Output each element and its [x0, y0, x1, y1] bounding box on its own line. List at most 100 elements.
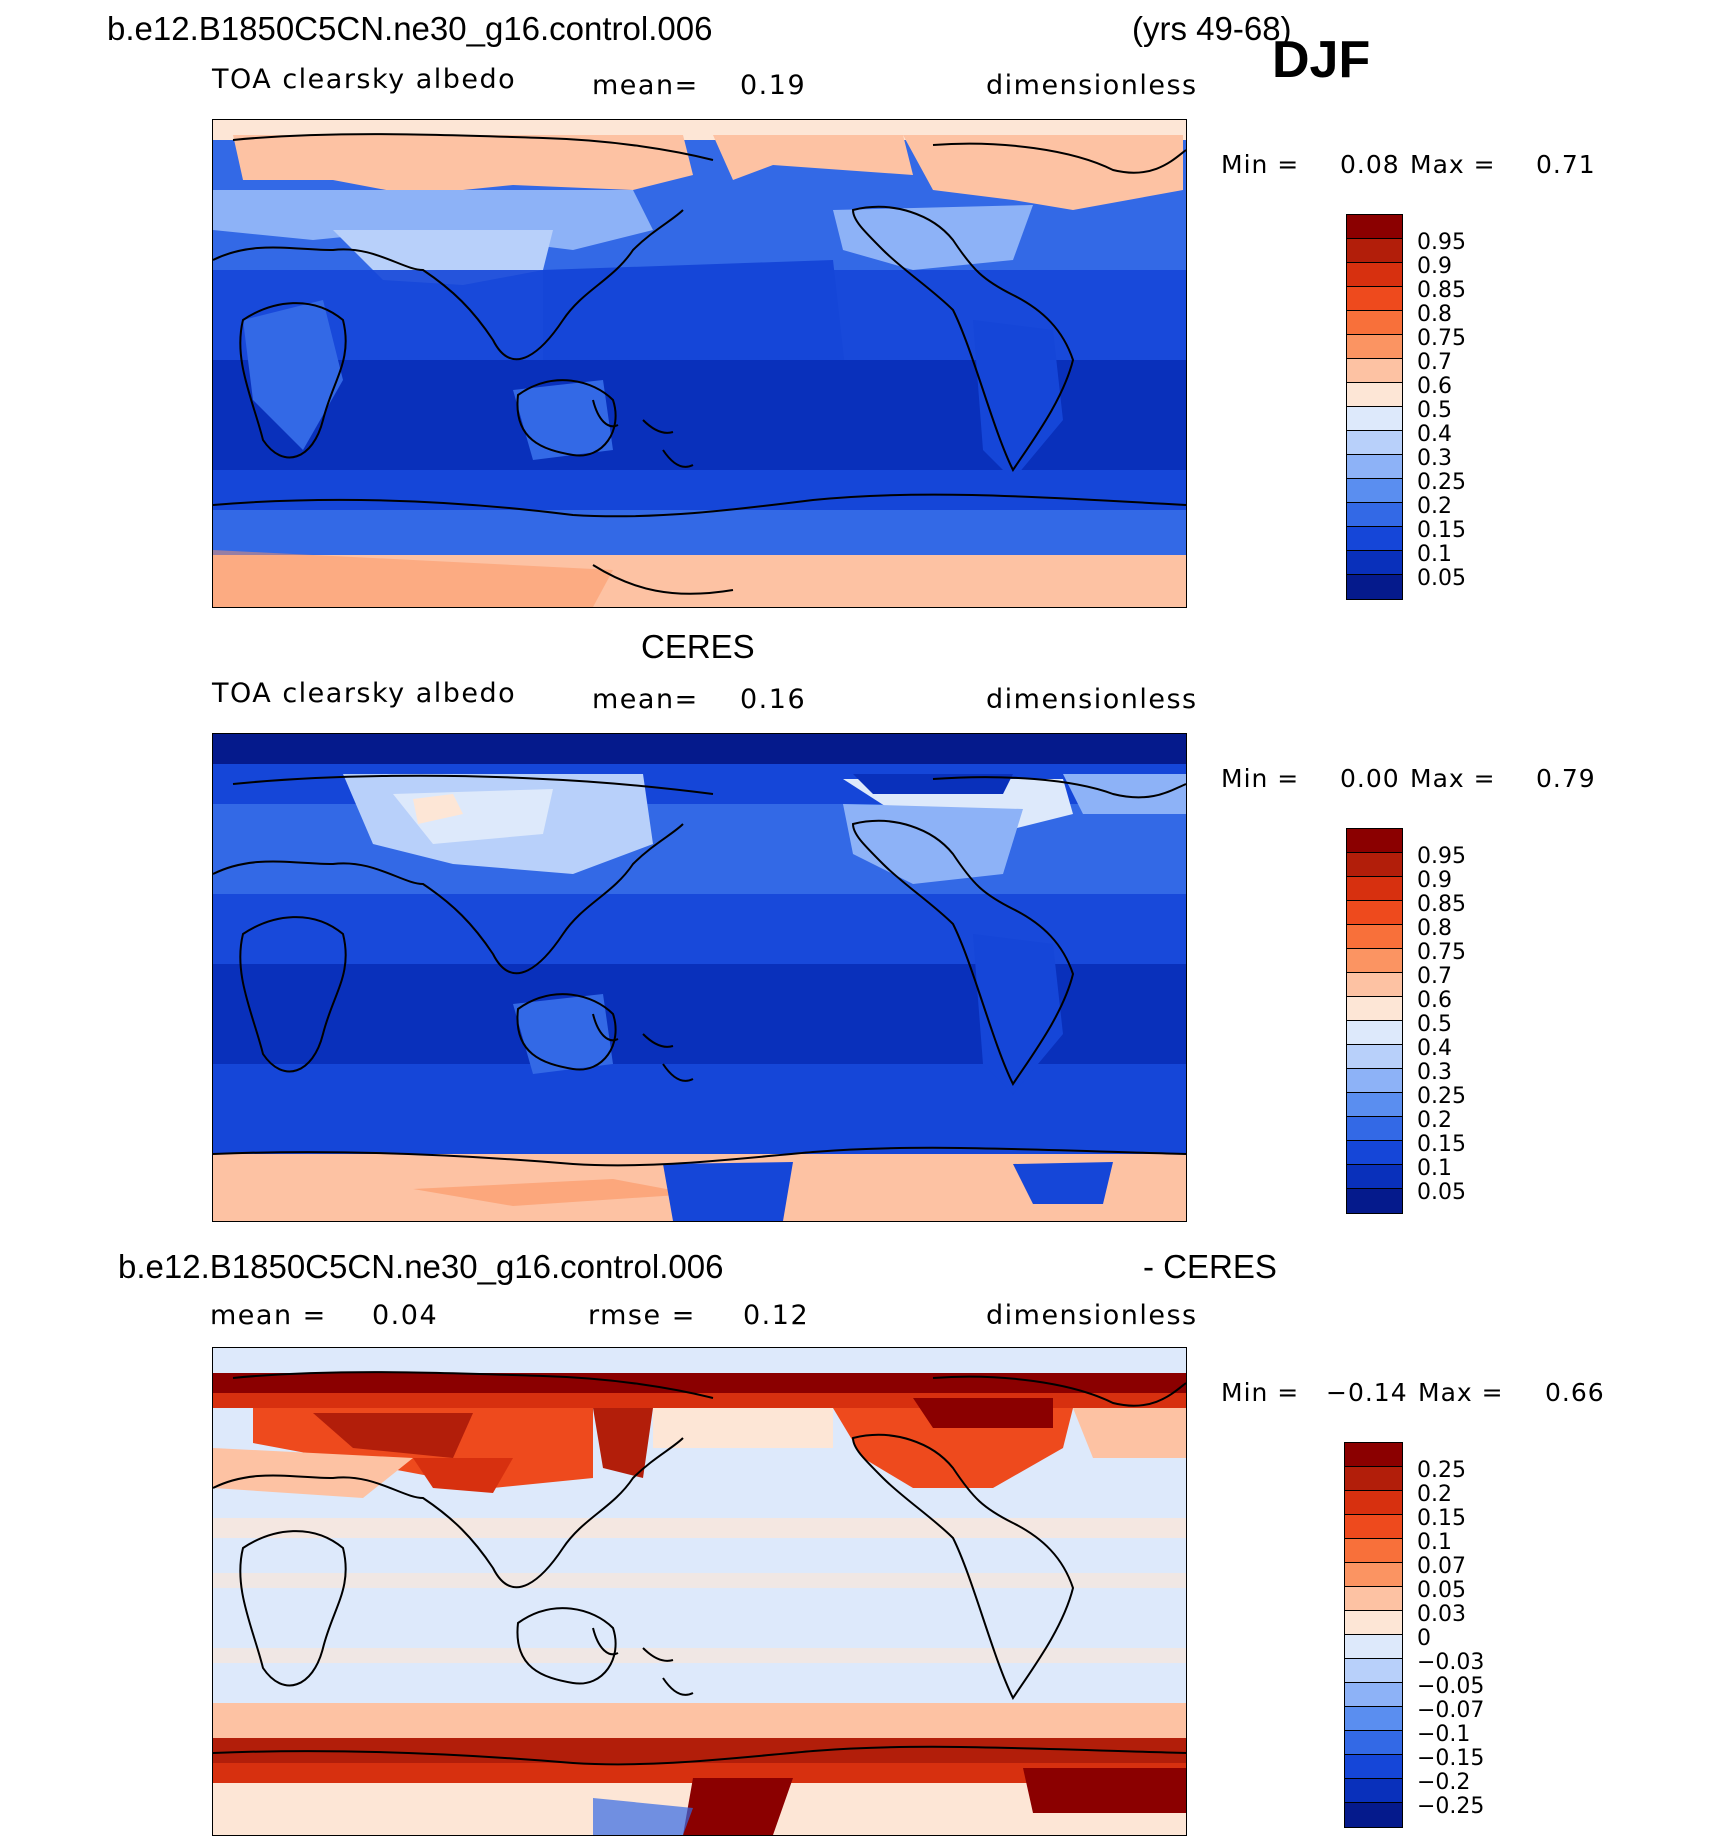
colorbar-tick-label: 0.75	[1417, 940, 1466, 965]
panel1-max-value: 0.71	[1536, 150, 1596, 179]
colorbar-cell	[1347, 1165, 1402, 1189]
colorbar-tick-label: 0.05	[1417, 1578, 1466, 1603]
panel3-units: dimensionless	[986, 1300, 1198, 1331]
colorbar-tick-label: 0.05	[1417, 566, 1466, 591]
colorbar-tick-label: 0.4	[1417, 422, 1452, 447]
colorbar-tick-label: 0.6	[1417, 374, 1452, 399]
colorbar-tick-label: 0	[1417, 1626, 1431, 1651]
panel2-min-label: Min =	[1221, 764, 1300, 793]
colorbar-cell	[1345, 1779, 1402, 1803]
colorbar-cell	[1347, 973, 1402, 997]
colorbar-tick-label: 0.95	[1417, 230, 1466, 255]
colorbar-cell	[1345, 1563, 1402, 1587]
panel1-max-label: Max =	[1410, 150, 1496, 179]
colorbar-tick-label: −0.15	[1417, 1746, 1485, 1771]
panel1-map-field	[213, 120, 1186, 607]
colorbar-tick-label: 0.4	[1417, 1036, 1452, 1061]
panel2-title: CERES	[641, 628, 755, 665]
colorbar-cell	[1345, 1755, 1402, 1779]
years-label: (yrs 49-68)	[1132, 10, 1292, 47]
colorbar-cell	[1347, 877, 1402, 901]
colorbar-cell	[1345, 1539, 1402, 1563]
panel3-title-right: - CERES	[1143, 1248, 1277, 1285]
colorbar-cell	[1345, 1491, 1402, 1515]
colorbar-cell	[1345, 1635, 1402, 1659]
panel3-map-field	[213, 1348, 1186, 1835]
colorbar-cell	[1347, 1117, 1402, 1141]
panel3-max-label: Max =	[1418, 1378, 1504, 1407]
season-label: DJF	[1272, 31, 1371, 89]
panel3-rmse-label: rmse =	[588, 1300, 696, 1331]
colorbar-tick-label: 0.1	[1417, 1156, 1452, 1181]
colorbar-cell	[1345, 1731, 1402, 1755]
panel2-units: dimensionless	[986, 684, 1198, 715]
colorbar-tick-label: 0.9	[1417, 868, 1452, 893]
colorbar-tick-label: −0.2	[1417, 1770, 1471, 1795]
colorbar-tick-label: 0.8	[1417, 916, 1452, 941]
colorbar-cell	[1345, 1803, 1402, 1827]
colorbar-tick-label: 0.5	[1417, 1012, 1452, 1037]
colorbar-cell	[1347, 287, 1402, 311]
panel2-min-value: 0.00	[1340, 764, 1400, 793]
panel3-mean-value: 0.04	[372, 1300, 439, 1331]
colorbar-tick-label: 0.05	[1417, 1180, 1466, 1205]
colorbar-tick-label: 0.25	[1417, 1458, 1466, 1483]
colorbar-cell	[1347, 1045, 1402, 1069]
colorbar-cell	[1347, 1069, 1402, 1093]
colorbar-tick-label: 0.15	[1417, 1506, 1466, 1531]
colorbar-tick-label: 0.8	[1417, 302, 1452, 327]
panel2-mean-label: mean=	[592, 684, 699, 715]
colorbar-cell	[1347, 925, 1402, 949]
colorbar-cell	[1347, 455, 1402, 479]
colorbar-tick-label: −0.1	[1417, 1722, 1471, 1747]
colorbar-cell	[1345, 1443, 1402, 1467]
panel2-mean-value: 0.16	[740, 684, 807, 715]
colorbar-cell	[1347, 527, 1402, 551]
colorbar-cell	[1347, 551, 1402, 575]
panel3-max-value: 0.66	[1545, 1378, 1605, 1407]
colorbar-cell	[1347, 575, 1402, 599]
colorbar-cell	[1347, 829, 1402, 853]
panel3-min-value: −0.14	[1326, 1378, 1408, 1407]
colorbar-cell	[1347, 311, 1402, 335]
panel1-mean-value: 0.19	[740, 70, 807, 101]
colorbar-cell	[1347, 997, 1402, 1021]
panel2-max-label: Max =	[1410, 764, 1496, 793]
colorbar-tick-label: 0.15	[1417, 1132, 1466, 1157]
panel3-mean-label: mean =	[210, 1300, 327, 1331]
colorbar-tick-label: 0.75	[1417, 326, 1466, 351]
colorbar-tick-label: 0.7	[1417, 964, 1452, 989]
colorbar-cell	[1345, 1659, 1402, 1683]
colorbar-cell	[1347, 949, 1402, 973]
colorbar-tick-label: 0.7	[1417, 350, 1452, 375]
panel3-title-left: b.e12.B1850C5CN.ne30_g16.control.006	[118, 1248, 724, 1285]
colorbar-tick-label: 0.15	[1417, 518, 1466, 543]
colorbar-cell	[1347, 853, 1402, 877]
colorbar-cell	[1347, 503, 1402, 527]
colorbar-cell	[1347, 359, 1402, 383]
colorbar-tick-label: −0.03	[1417, 1650, 1485, 1675]
colorbar-tick-label: 0.95	[1417, 844, 1466, 869]
colorbar-cell	[1347, 335, 1402, 359]
colorbar-tick-label: 0.85	[1417, 278, 1466, 303]
panel2-colorbar	[1346, 828, 1403, 1214]
colorbar-cell	[1347, 407, 1402, 431]
colorbar-cell	[1347, 901, 1402, 925]
colorbar-tick-label: 0.1	[1417, 1530, 1452, 1555]
colorbar-cell	[1347, 1141, 1402, 1165]
panel2-map-field	[213, 734, 1186, 1221]
colorbar-cell	[1347, 1093, 1402, 1117]
colorbar-tick-label: −0.25	[1417, 1794, 1485, 1819]
colorbar-tick-label: −0.07	[1417, 1698, 1485, 1723]
colorbar-tick-label: 0.5	[1417, 398, 1452, 423]
colorbar-tick-label: 0.85	[1417, 892, 1466, 917]
colorbar-cell	[1347, 1189, 1402, 1213]
colorbar-cell	[1347, 263, 1402, 287]
panel2-variable: TOA clearsky albedo	[212, 678, 517, 709]
panel1-mean-label: mean=	[592, 70, 699, 101]
colorbar-cell	[1345, 1587, 1402, 1611]
colorbar-cell	[1347, 431, 1402, 455]
colorbar-tick-label: 0.2	[1417, 1108, 1452, 1133]
panel1-variable: TOA clearsky albedo	[212, 64, 517, 95]
colorbar-cell	[1345, 1707, 1402, 1731]
